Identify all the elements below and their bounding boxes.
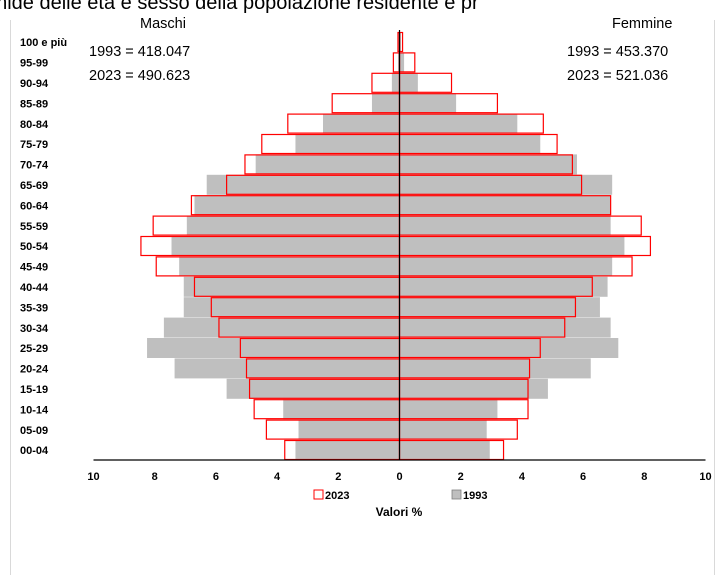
- bar-1993-femmine: [399, 297, 600, 318]
- chart-title: Piramide delle età e sesso della popolaz…: [0, 0, 479, 14]
- bar-1993-maschi: [255, 154, 400, 175]
- age-group-label: 35-39: [20, 302, 48, 314]
- x-axis-title: Valori %: [376, 505, 423, 519]
- bar-1993-maschi: [391, 72, 400, 93]
- bar-1993-maschi: [226, 378, 400, 399]
- bar-1993-maschi: [206, 174, 400, 195]
- bar-1993-maschi: [371, 93, 400, 114]
- age-group-label: 05-09: [20, 425, 48, 437]
- series-1993-bars: [147, 32, 625, 460]
- bar-1993-femmine: [399, 317, 611, 338]
- annotation-maschi-2023: 2023 = 490.623: [89, 68, 190, 84]
- bar-1993-femmine: [399, 256, 613, 277]
- age-group-label: 50-54: [20, 241, 49, 253]
- x-tick-label: 10: [87, 471, 99, 483]
- age-group-labels: 00-04 05-09 10-14 15-19 20-24 25-29 30-34 35-39…: [20, 37, 67, 457]
- bar-1993-femmine: [399, 113, 518, 134]
- bar-1993-maschi: [298, 419, 400, 440]
- x-tick-label: 8: [152, 471, 158, 483]
- bar-1993-femmine: [399, 72, 418, 93]
- x-tick-label: 8: [641, 471, 647, 483]
- age-group-label: 80-84: [20, 119, 49, 131]
- age-group-label: 85-89: [20, 98, 48, 110]
- x-tick-label: 2: [458, 471, 464, 483]
- age-group-label: 70-74: [20, 160, 49, 172]
- bar-1993-maschi: [183, 297, 400, 318]
- age-group-label: 30-34: [20, 323, 49, 335]
- x-tick-label: 4: [519, 471, 526, 483]
- bar-1993-femmine: [399, 134, 541, 154]
- age-group-label: 45-49: [20, 262, 48, 274]
- x-tick-label: 6: [580, 471, 586, 483]
- bar-1993-maschi: [194, 195, 400, 216]
- bar-1993-femmine: [399, 93, 457, 114]
- age-group-label: 100 e più: [20, 37, 67, 49]
- legend-swatch-1993: [451, 489, 462, 500]
- age-group-label: 65-69: [20, 180, 48, 192]
- legend-label-1993: 1993: [463, 490, 487, 502]
- bar-1993-maschi: [147, 338, 400, 358]
- bar-1993-maschi: [295, 134, 400, 154]
- annotation-femmine-label: Femmine: [612, 16, 672, 32]
- bar-1993-femmine: [399, 358, 591, 379]
- legend-label-2023: 2023: [325, 490, 349, 502]
- bar-1993-femmine: [399, 276, 608, 297]
- age-group-label: 10-14: [20, 404, 49, 416]
- x-tick-label: 10: [699, 471, 711, 483]
- bar-1993-maschi: [283, 399, 400, 420]
- bar-1993-femmine: [399, 154, 577, 175]
- x-tick-label: 4: [274, 471, 281, 483]
- age-group-label: 15-19: [20, 384, 48, 396]
- x-axis-ticks: 10 8 6 4 2 0 2 4 6 8 10: [87, 471, 711, 483]
- bar-1993-maschi: [183, 276, 400, 297]
- bar-1993-femmine: [399, 52, 405, 73]
- bar-1993-maschi: [323, 113, 400, 134]
- age-group-label: 60-64: [20, 200, 49, 212]
- bar-1993-femmine: [399, 440, 490, 460]
- bar-1993-femmine: [399, 195, 611, 216]
- bar-1993-femmine: [399, 174, 613, 195]
- bar-1993-maschi: [179, 256, 400, 277]
- bar-1993-femmine: [399, 215, 611, 236]
- bar-1993-femmine: [399, 32, 402, 52]
- bar-1993-femmine: [399, 399, 498, 420]
- bar-1993-femmine: [399, 236, 625, 256]
- bar-1993-maschi: [397, 52, 400, 73]
- bar-1993-maschi: [295, 440, 400, 460]
- annotation-femmine-1993: 1993 = 453.370: [567, 44, 668, 60]
- age-group-label: 90-94: [20, 78, 49, 90]
- age-group-label: 55-59: [20, 221, 48, 233]
- annotation-femmine-2023: 2023 = 521.036: [567, 68, 668, 84]
- bar-1993-maschi: [163, 317, 400, 338]
- legend-swatch-2023: [313, 489, 324, 500]
- bar-1993-femmine: [399, 419, 487, 440]
- bar-1993-femmine: [399, 378, 548, 399]
- bar-1993-maschi: [186, 215, 400, 236]
- bar-1993-femmine: [399, 338, 619, 358]
- annotation-maschi-label: Maschi: [140, 16, 186, 32]
- age-group-label: 75-79: [20, 139, 48, 151]
- x-tick-label: 0: [396, 471, 402, 483]
- age-group-label: 95-99: [20, 58, 48, 70]
- legend: 2023 1993: [313, 489, 487, 502]
- annotation-maschi-1993: 1993 = 418.047: [89, 44, 190, 60]
- age-group-label: 20-24: [20, 364, 49, 376]
- age-group-label: 40-44: [20, 282, 49, 294]
- bar-1993-maschi: [171, 236, 400, 256]
- age-group-label: 00-04: [20, 445, 49, 457]
- x-tick-label: 6: [213, 471, 219, 483]
- x-tick-label: 2: [335, 471, 341, 483]
- age-group-label: 25-29: [20, 343, 48, 355]
- bar-1993-maschi: [174, 358, 400, 379]
